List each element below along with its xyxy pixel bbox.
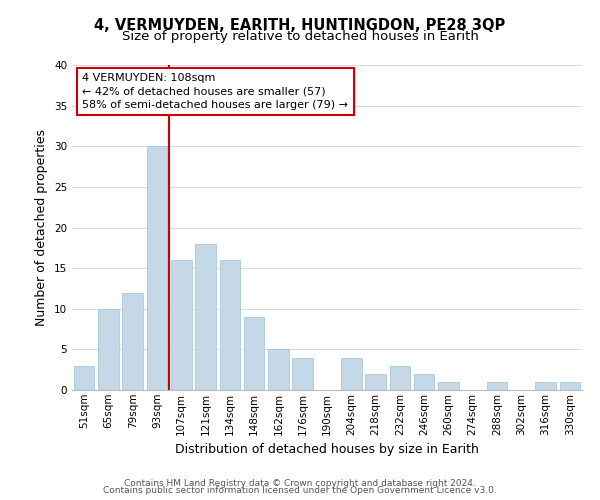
Bar xyxy=(244,317,265,390)
Bar xyxy=(414,374,434,390)
Bar xyxy=(98,308,119,390)
Bar xyxy=(535,382,556,390)
Bar xyxy=(122,292,143,390)
Text: 4 VERMUYDEN: 108sqm
← 42% of detached houses are smaller (57)
58% of semi-detach: 4 VERMUYDEN: 108sqm ← 42% of detached ho… xyxy=(82,73,348,110)
Bar xyxy=(268,350,289,390)
Bar xyxy=(195,244,216,390)
Bar xyxy=(365,374,386,390)
Bar xyxy=(438,382,459,390)
Bar xyxy=(487,382,508,390)
Bar xyxy=(146,146,167,390)
Text: 4, VERMUYDEN, EARITH, HUNTINGDON, PE28 3QP: 4, VERMUYDEN, EARITH, HUNTINGDON, PE28 3… xyxy=(94,18,506,32)
Bar xyxy=(74,366,94,390)
Bar xyxy=(292,358,313,390)
Bar xyxy=(220,260,240,390)
Bar xyxy=(171,260,191,390)
Bar xyxy=(389,366,410,390)
X-axis label: Distribution of detached houses by size in Earith: Distribution of detached houses by size … xyxy=(175,443,479,456)
Y-axis label: Number of detached properties: Number of detached properties xyxy=(35,129,49,326)
Text: Contains public sector information licensed under the Open Government Licence v3: Contains public sector information licen… xyxy=(103,486,497,495)
Bar xyxy=(560,382,580,390)
Text: Size of property relative to detached houses in Earith: Size of property relative to detached ho… xyxy=(122,30,478,43)
Bar xyxy=(341,358,362,390)
Text: Contains HM Land Registry data © Crown copyright and database right 2024.: Contains HM Land Registry data © Crown c… xyxy=(124,478,476,488)
